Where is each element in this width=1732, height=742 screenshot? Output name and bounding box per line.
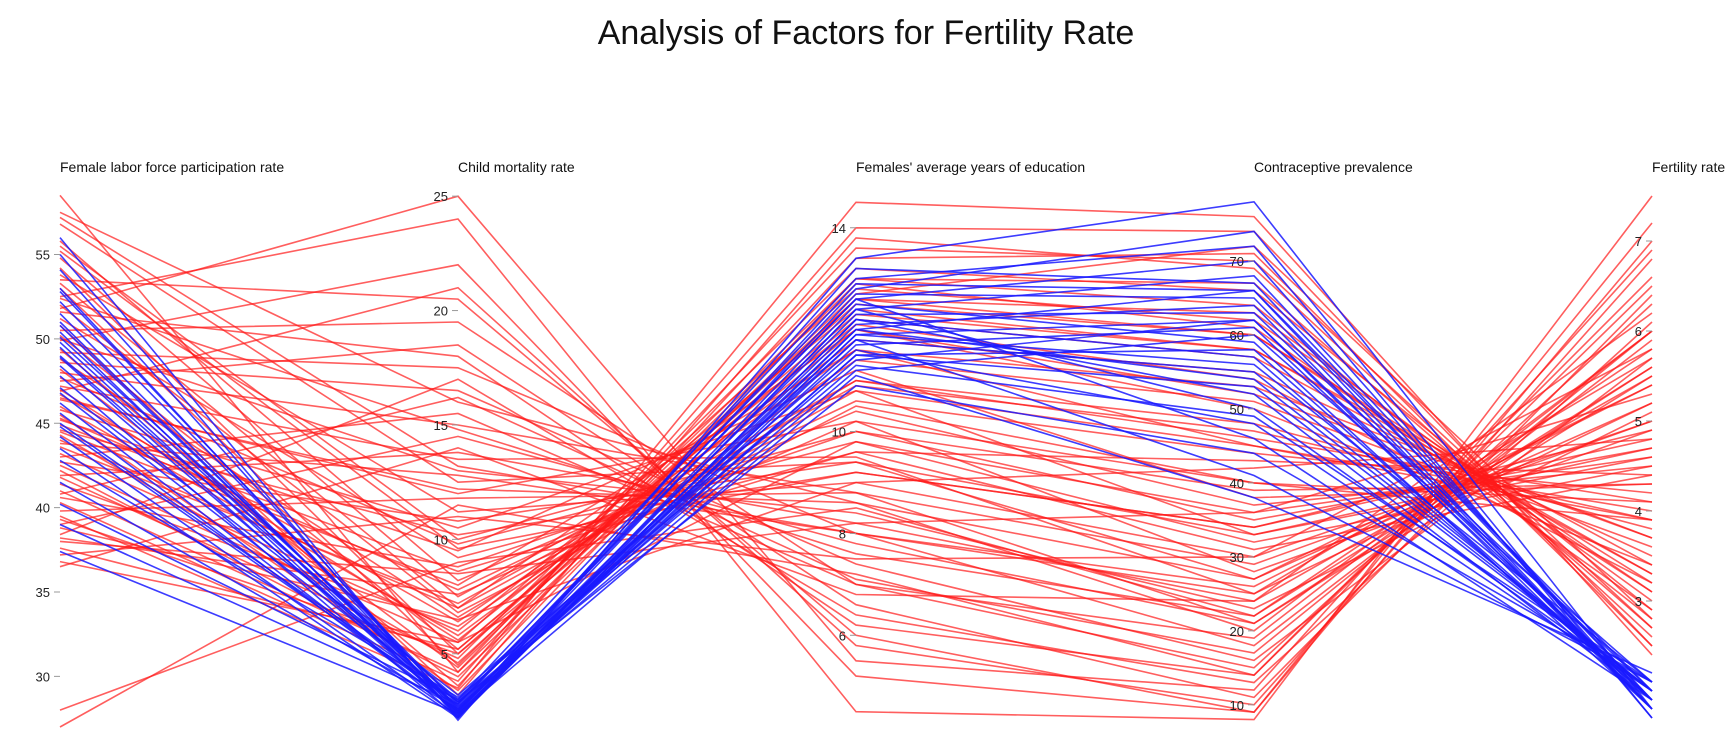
data-polyline: [59, 398, 1653, 580]
axis-label-flfp: Female labor force participation rate: [60, 159, 284, 175]
data-polyline: [59, 357, 1653, 662]
data-polyline: [59, 297, 1653, 617]
axis-label-cmr: Child mortality rate: [458, 159, 575, 175]
data-polyline: [59, 349, 1653, 697]
data-polyline: [59, 321, 1653, 684]
data-polyline: [59, 354, 1653, 706]
tick-label: 4: [1635, 504, 1642, 519]
tick-label: 30: [1230, 550, 1244, 565]
tick-label: 8: [839, 526, 846, 541]
data-polyline: [59, 291, 1653, 710]
tick-label: 50: [1230, 402, 1244, 417]
tick-label: 14: [832, 221, 846, 236]
tick-label: 10: [1230, 698, 1244, 713]
tick-label: 20: [1230, 624, 1244, 639]
data-polyline: [59, 321, 1653, 713]
data-polyline: [59, 358, 1653, 619]
data-polyline: [59, 240, 1653, 714]
tick-label: 45: [36, 416, 50, 431]
data-polyline: [59, 328, 1653, 708]
axis-label-edu: Females' average years of education: [856, 159, 1085, 175]
tick-label: 6: [1635, 324, 1642, 339]
data-polyline: [59, 338, 1653, 610]
data-polyline: [59, 366, 1653, 625]
data-polyline: [59, 240, 1653, 582]
tick-label: 7: [1635, 234, 1642, 249]
tick-label: 40: [36, 501, 50, 516]
data-polyline: [59, 384, 1653, 703]
data-polyline: [59, 333, 1653, 710]
data-polyline: [59, 374, 1653, 715]
data-polyline: [59, 267, 1653, 715]
data-polyline: [59, 318, 1653, 719]
data-polyline: [59, 330, 1653, 640]
data-polyline: [59, 298, 1653, 706]
data-polyline: [59, 420, 1653, 566]
tick-label: 6: [839, 628, 846, 643]
tick-label: 5: [441, 647, 448, 662]
tick-label: 40: [1230, 476, 1244, 491]
axes-layer: Female labor force participation rate 30 3…: [36, 159, 1726, 713]
tick-label: 10: [434, 532, 448, 547]
tick-label: 50: [36, 332, 50, 347]
tick-label: 20: [434, 304, 448, 319]
tick-label: 35: [36, 585, 50, 600]
tick-label: 5: [1635, 414, 1642, 429]
tick-label: 3: [1635, 594, 1642, 609]
data-polyline: [59, 303, 1653, 717]
data-polyline: [59, 364, 1653, 703]
data-polyline: [59, 200, 1653, 722]
tick-label: 15: [434, 418, 448, 433]
tick-label: 55: [36, 248, 50, 263]
tick-label: 70: [1230, 254, 1244, 269]
tick-label: 25: [434, 189, 448, 204]
data-polyline: [59, 376, 1653, 545]
data-polyline: [59, 338, 1653, 701]
axis-label-fr: Fertility rate: [1652, 159, 1725, 175]
chart-title: Analysis of Factors for Fertility Rate: [597, 14, 1135, 52]
tick-label: 10: [832, 425, 846, 440]
data-polyline: [59, 319, 1653, 701]
data-polyline: [59, 274, 1653, 558]
axis-label-cp: Contraceptive prevalence: [1254, 159, 1413, 175]
polylines-layer: [59, 194, 1653, 728]
data-polyline: [59, 201, 1653, 690]
data-polyline: [59, 250, 1653, 550]
data-polyline: [59, 330, 1653, 654]
data-polyline: [59, 420, 1653, 596]
tick-label: 60: [1230, 328, 1244, 343]
tick-label: 30: [36, 669, 50, 684]
data-polyline: [59, 308, 1653, 717]
